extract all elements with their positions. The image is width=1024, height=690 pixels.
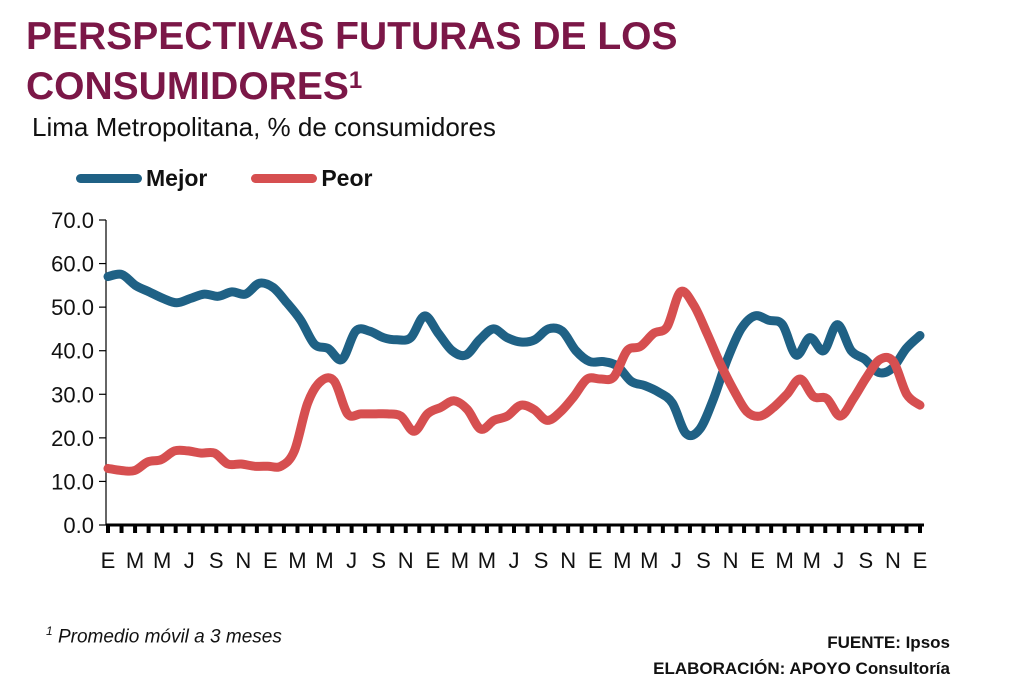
source-text: FUENTE: Ipsos [827,633,950,652]
x-tick-label: M [315,548,333,573]
x-tick-label: M [126,548,144,573]
x-tick-label: M [803,548,821,573]
x-tick-label: S [859,548,874,573]
line-chart: 0.010.020.030.040.050.060.070.0E M M J S N E M M… [51,208,928,573]
x-tick-label: E [425,548,440,573]
x-tick-label: N [560,548,576,573]
x-tick-label: M [153,548,171,573]
y-tick-label: 30.0 [51,382,94,407]
y-tick-label: 10.0 [51,469,94,494]
legend-label-peor: Peor [321,164,373,191]
y-tick-label: 50.0 [51,295,94,320]
source-block: FUENTE: Ipsos ELABORACIÓN: APOYO Consult… [653,630,950,682]
legend-swatch-peor [251,173,318,183]
x-tick-label: M [288,548,306,573]
x-tick-label: J [833,548,844,573]
x-tick-label: N [235,548,251,573]
footnote-marker: 1 [46,624,53,638]
x-tick-label: E [750,548,765,573]
x-tick-label: S [371,548,386,573]
x-tick-label: E [913,548,928,573]
y-tick-label: 20.0 [51,426,94,451]
chart-title: PERSPECTIVAS FUTURAS DE LOS CONSUMIDORES… [26,12,986,112]
x-tick-label: E [588,548,603,573]
legend-swatch-mejor [76,173,142,183]
legend-item-peor: Peor [251,165,372,192]
x-tick-label: J [671,548,682,573]
elaboration-text: ELABORACIÓN: APOYO Consultoría [653,659,950,678]
title-footnote-marker: 1 [348,67,363,94]
x-tick-label: E [101,548,116,573]
x-tick-label: J [346,548,357,573]
x-tick-label: S [696,548,711,573]
x-tick-label: N [885,548,901,573]
y-tick-label: 40.0 [51,339,94,364]
x-tick-label: N [398,548,414,573]
x-tick-label: M [776,548,794,573]
y-tick-label: 70.0 [51,208,94,233]
chart-subtitle: Lima Metropolitana, % de consumidores [32,112,496,142]
chart-title-text: PERSPECTIVAS FUTURAS DE LOS CONSUMIDORES [26,15,678,108]
series-line-peor [103,286,925,476]
series-line-mejor [103,269,925,441]
y-tick-label: 60.0 [51,252,94,277]
x-tick-label: S [209,548,224,573]
y-tick-label: 0.0 [63,513,94,538]
footnote-text: Promedio móvil a 3 meses [57,626,282,648]
x-tick-label: J [509,548,520,573]
x-tick-label: S [534,548,549,573]
x-tick-label: M [478,548,496,573]
x-tick-label: M [613,548,631,573]
footnote: 1 Promedio móvil a 3 meses [46,624,282,648]
x-tick-label: M [640,548,658,573]
chart-legend: Mejor Peor [76,160,416,196]
legend-label-mejor: Mejor [146,164,208,191]
x-tick-label: M [451,548,469,573]
x-tick-label: J [184,548,195,573]
x-tick-label: E [263,548,278,573]
x-tick-label: N [723,548,739,573]
legend-item-mejor: Mejor [76,165,207,192]
